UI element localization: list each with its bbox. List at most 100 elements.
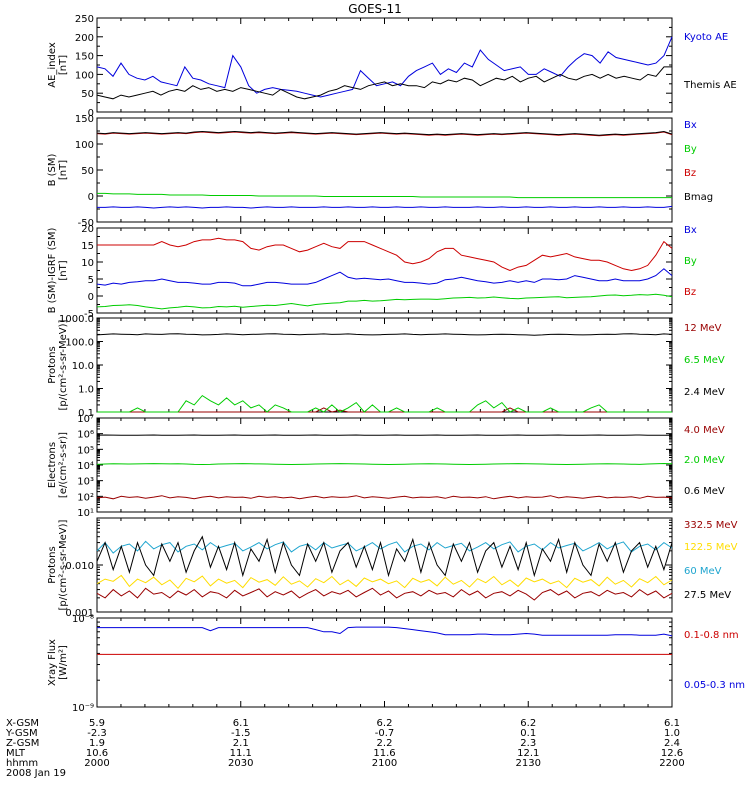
legend-entry: 0.1-0.8 nm bbox=[684, 630, 739, 641]
legend-entry: Kyoto AE bbox=[684, 32, 728, 43]
y-axis-label: [W/m²] bbox=[58, 645, 69, 680]
xaxis-value: 5.9 bbox=[89, 718, 105, 729]
y-axis-label: Protons bbox=[47, 346, 58, 383]
y-tick-label: -50 bbox=[78, 218, 94, 229]
series-line bbox=[96, 462, 673, 466]
y-tick-label: 10⁻⁹ bbox=[72, 703, 94, 714]
legend-entry: 0.05-0.3 nm bbox=[684, 680, 745, 691]
y-tick-label: 0.1 bbox=[78, 408, 94, 419]
xaxis-value: 2.3 bbox=[520, 738, 536, 749]
y-tick-label: 100.0 bbox=[65, 338, 94, 349]
y-tick-label: 10.0 bbox=[72, 361, 94, 372]
xaxis-value: 12.6 bbox=[661, 748, 683, 759]
chart-title: GOES-11 bbox=[348, 2, 402, 16]
y-axis-label: [nT] bbox=[58, 260, 69, 280]
legend-entry: Bz bbox=[684, 168, 696, 179]
y-axis-label: [e/(cm²-s-sr)] bbox=[58, 432, 69, 498]
y-axis-label: Electrons bbox=[47, 442, 58, 488]
series-line bbox=[96, 268, 673, 287]
y-axis-label: [nT] bbox=[58, 55, 69, 75]
xaxis-value: 10.6 bbox=[86, 748, 108, 759]
xaxis-value: 2.1 bbox=[233, 738, 249, 749]
panel-frame bbox=[96, 17, 673, 113]
xaxis-value: 11.1 bbox=[230, 748, 252, 759]
panel-frame bbox=[96, 317, 673, 413]
xaxis-value: -2.3 bbox=[87, 728, 107, 739]
xaxis-value: -1.5 bbox=[231, 728, 251, 739]
series-line bbox=[96, 130, 673, 136]
series-line bbox=[97, 394, 672, 413]
legend-entry: Themis AE bbox=[683, 80, 737, 91]
xaxis-value: -0.7 bbox=[375, 728, 395, 739]
series-line bbox=[96, 540, 673, 554]
y-tick-label: 10³ bbox=[77, 477, 94, 488]
y-tick-label: 10⁶ bbox=[77, 430, 94, 441]
legend-entry: 2.0 MeV bbox=[684, 455, 725, 466]
y-tick-label: 20 bbox=[81, 224, 94, 235]
xaxis-value: 1.9 bbox=[89, 738, 105, 749]
legend-entry: 332.5 MeV bbox=[684, 520, 738, 531]
y-tick-label: 150 bbox=[75, 114, 94, 125]
xaxis-row-label: hhmm bbox=[6, 758, 38, 769]
y-tick-label: 0.010 bbox=[65, 561, 94, 572]
y-tick-label: 10² bbox=[77, 492, 94, 503]
xaxis-value: 2100 bbox=[372, 758, 397, 769]
legend-entry: 6.5 MeV bbox=[684, 355, 725, 366]
series-line bbox=[96, 36, 673, 98]
series-line bbox=[96, 495, 673, 500]
y-tick-label: 10⁵ bbox=[77, 445, 94, 456]
series-line bbox=[96, 535, 673, 578]
xaxis-value: 6.1 bbox=[233, 718, 249, 729]
y-tick-label: 1000.0 bbox=[59, 314, 94, 325]
series-line bbox=[96, 587, 673, 601]
y-tick-label: 50 bbox=[81, 166, 94, 177]
series-line bbox=[96, 333, 673, 336]
y-tick-label: 200 bbox=[75, 33, 94, 44]
legend-entry: 2.4 MeV bbox=[684, 387, 725, 398]
y-tick-label: 100 bbox=[75, 70, 94, 81]
legend-entry: 122.5 MeV bbox=[684, 542, 738, 553]
y-tick-label: 10⁴ bbox=[77, 461, 94, 472]
xaxis-value: 2200 bbox=[659, 758, 684, 769]
y-axis-label: AE_index bbox=[47, 42, 58, 88]
xaxis-value: 2130 bbox=[516, 758, 541, 769]
y-axis-label: Protons bbox=[47, 546, 58, 583]
series-line bbox=[97, 237, 673, 272]
y-tick-label: 10⁷ bbox=[77, 414, 94, 425]
y-tick-label: 250 bbox=[75, 14, 94, 25]
legend-entry: Bx bbox=[684, 120, 697, 131]
xaxis-date: 2008 Jan 19 bbox=[6, 768, 66, 779]
legend-entry: Bmag bbox=[684, 192, 713, 203]
y-tick-label: 150 bbox=[75, 52, 94, 63]
xaxis-row-label: MLT bbox=[6, 748, 26, 759]
legend-entry: By bbox=[684, 144, 697, 155]
y-tick-label: 10¹ bbox=[77, 508, 94, 519]
legend-entry: 60 MeV bbox=[684, 566, 722, 577]
y-tick-label: -5 bbox=[84, 309, 94, 320]
y-tick-label: 50 bbox=[81, 89, 94, 100]
panel-frame bbox=[96, 517, 673, 613]
y-axis-label: [p/(cm²-s-sr-MeV)] bbox=[58, 319, 69, 410]
y-tick-label: 0.001 bbox=[65, 608, 94, 619]
panel-frame bbox=[96, 617, 673, 708]
xaxis-value: 6.2 bbox=[520, 718, 536, 729]
xaxis-value: 2.4 bbox=[664, 738, 680, 749]
legend-entry: 27.5 MeV bbox=[684, 590, 731, 601]
series-line bbox=[97, 205, 673, 209]
xaxis-value: 0.1 bbox=[520, 728, 536, 739]
y-tick-label: 1.0 bbox=[78, 385, 94, 396]
legend-entry: 4.0 MeV bbox=[684, 425, 725, 436]
xaxis-row-label: Y-GSM bbox=[5, 728, 38, 739]
series-line bbox=[97, 192, 672, 199]
y-tick-label: 10 bbox=[81, 258, 94, 269]
y-axis-label: [p/(cm²-s-sr-MeV)] bbox=[58, 519, 69, 610]
y-tick-label: 0 bbox=[88, 108, 94, 119]
y-tick-label: 100 bbox=[75, 140, 94, 151]
y-axis-label: B (SM) bbox=[47, 153, 58, 186]
xaxis-row-label: Z-GSM bbox=[6, 738, 39, 749]
y-tick-label: 0 bbox=[88, 192, 94, 203]
y-tick-label: 5 bbox=[88, 275, 94, 286]
legend-entry: Bz bbox=[684, 287, 696, 298]
series-line bbox=[96, 574, 673, 590]
